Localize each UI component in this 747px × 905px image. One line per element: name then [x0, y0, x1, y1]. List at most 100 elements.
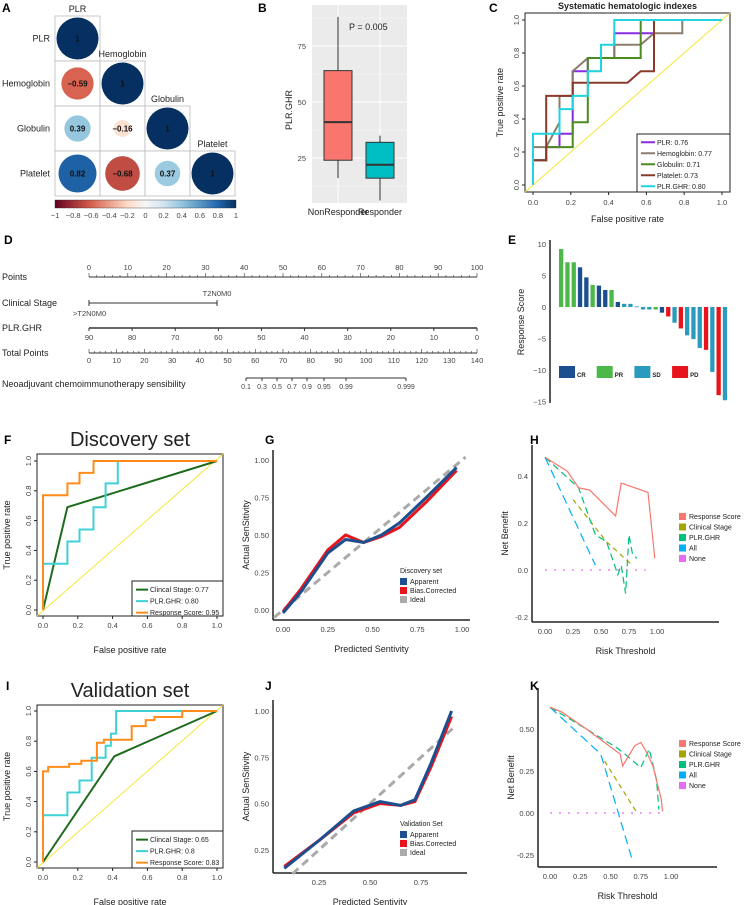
legend-swatch [400, 596, 407, 603]
total-tick: 80 [307, 356, 315, 365]
y-tick: 0.50 [254, 531, 269, 540]
bar [647, 307, 652, 310]
total-tick: 110 [388, 356, 400, 365]
y-tick: 0 [542, 303, 546, 312]
y-tick: 0.2 [24, 827, 33, 837]
legend-label: Globulin: 0.71 [657, 162, 700, 169]
net-benefit-curve [572, 499, 633, 566]
y-tick: 0.8 [24, 736, 33, 746]
legend-label: None [689, 783, 706, 790]
x-category-label: NonResponder [308, 207, 369, 217]
points-tick: 10 [124, 263, 132, 272]
y-tick: 0.75 [254, 494, 269, 503]
legend-label: Hemoglobin: 0.77 [657, 151, 712, 158]
row-label: Globulin [17, 124, 50, 134]
x-tick: 0.00 [538, 627, 553, 636]
sensibility-tick: 0.7 [287, 384, 297, 391]
y-tick: 25 [298, 154, 306, 163]
sensibility-tick: 0.99 [339, 384, 353, 391]
y-tick: 0.8 [512, 48, 521, 58]
x-tick: 0.8 [679, 198, 689, 207]
x-tick: 0.75 [410, 625, 425, 634]
legend-label: Clinical Stage [689, 525, 732, 532]
y-tick: 0.0 [518, 566, 528, 575]
x-tick: 0.25 [566, 627, 581, 636]
corr-value: 1 [120, 80, 125, 89]
y-tick: 0.25 [519, 767, 534, 776]
legend-label: PR [615, 373, 624, 379]
y-axis-label: True positive rate [2, 500, 12, 569]
x-tick: 0.4 [107, 873, 117, 882]
corr-circle [64, 115, 91, 142]
points-tick: 20 [162, 263, 170, 272]
net-benefit-curve [549, 706, 633, 861]
total-tick: 140 [471, 356, 484, 365]
roc-curve [42, 710, 218, 863]
x-tick: 0.25 [320, 625, 335, 634]
y-axis-label: Actual SenSitivity [241, 500, 251, 570]
y-tick: 1.00 [254, 707, 269, 716]
x-tick: 0.4 [603, 198, 613, 207]
box [323, 70, 353, 161]
legend-label: PLR.GHR: 0.80 [657, 184, 706, 191]
roc-curve [42, 710, 217, 862]
plr-tick: 10 [430, 333, 438, 342]
corr-circle [114, 120, 131, 137]
y-tick: 0.6 [24, 766, 33, 776]
legend-label: PD [690, 373, 699, 379]
corr-circle [154, 160, 181, 187]
box [365, 141, 395, 179]
y-tick: 1.0 [24, 456, 33, 466]
legend-label: Clinical Stage [689, 752, 732, 759]
nomogram-row-label: Clinical Stage [2, 298, 57, 308]
colorbar-tick: 0.8 [213, 211, 223, 220]
calibration-curve [291, 724, 457, 875]
y-tick: 10 [538, 240, 546, 249]
bar [615, 301, 620, 307]
corr-circle [61, 67, 94, 100]
x-tick: 1.0 [717, 198, 727, 207]
bar [691, 307, 696, 340]
plot-frame [524, 12, 731, 193]
legend-label: Response Score: 0.83 [150, 860, 219, 867]
legend-swatch [679, 740, 686, 747]
colorbar [54, 199, 237, 209]
y-tick: 0.4 [512, 114, 521, 124]
y-tick: 1.0 [512, 15, 521, 25]
legend-swatch [679, 750, 686, 758]
y-tick: 0.4 [24, 796, 33, 806]
bar [577, 267, 583, 307]
x-tick: 0.50 [363, 878, 378, 887]
bar [603, 289, 608, 307]
panel-label: D [4, 233, 13, 247]
nomogram-row-label: Neoadjuvant chemoimmunotherapy sensibili… [2, 379, 186, 389]
points-tick: 30 [201, 263, 209, 272]
y-tick: 0.25 [254, 846, 269, 855]
legend-label: Apparent [410, 832, 438, 839]
stage-level: >T2N0M0 [73, 309, 106, 318]
panel-label: G [265, 433, 274, 447]
corr-circle [58, 154, 97, 193]
x-tick: 1.00 [650, 627, 665, 636]
colorbar-tick: −1 [51, 211, 60, 220]
legend-label: Apparent [410, 579, 438, 586]
total-tick: 40 [196, 356, 204, 365]
x-tick: 0.6 [641, 198, 651, 207]
roc-curve [42, 461, 119, 610]
colorbar-tick: 0 [143, 211, 147, 220]
total-tick: 50 [223, 356, 231, 365]
y-tick: 0.50 [519, 725, 534, 734]
legend-label: All [689, 546, 697, 553]
colorbar-tick: −0.4 [102, 211, 117, 220]
legend-label: Response Score [689, 741, 741, 748]
y-tick: 0.8 [24, 486, 33, 496]
sensibility-tick: 0.95 [317, 384, 331, 391]
reference-diagonal [524, 12, 731, 193]
panel-label: C [489, 1, 498, 15]
y-axis-label: Response Score [516, 289, 526, 356]
points-tick: 0 [87, 263, 91, 272]
legend-swatch [679, 513, 686, 520]
colorbar-tick: 0.4 [176, 211, 186, 220]
bar [672, 307, 677, 323]
